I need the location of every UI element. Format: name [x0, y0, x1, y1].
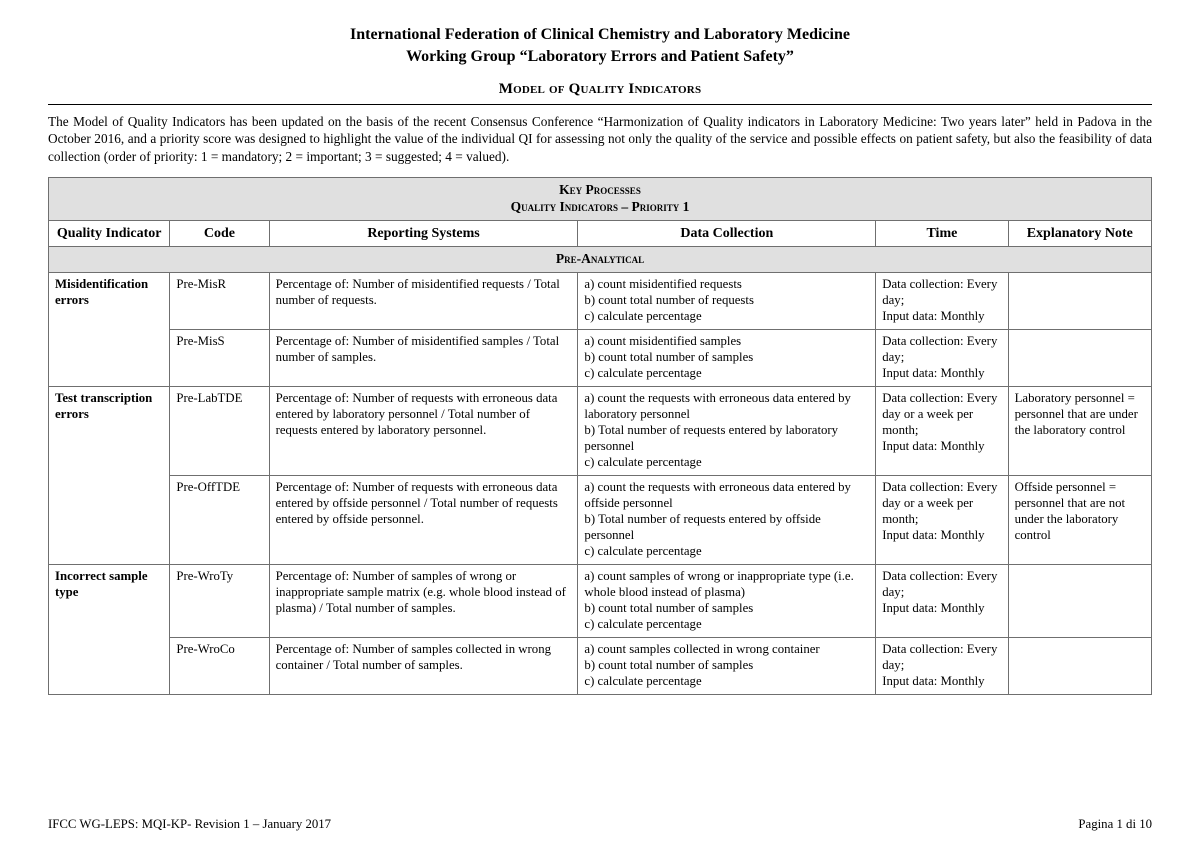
- col-data: Data Collection: [578, 220, 876, 247]
- qi-code: Pre-WroTy: [170, 564, 269, 637]
- qi-time: Data collection: Every day;Input data: M…: [876, 564, 1008, 637]
- qi-time: Data collection: Every day;Input data: M…: [876, 330, 1008, 387]
- col-reporting: Reporting Systems: [269, 220, 578, 247]
- qi-reporting: Percentage of: Number of samples collect…: [269, 637, 578, 694]
- qi-code: Pre-MisS: [170, 330, 269, 387]
- intro-paragraph: The Model of Quality Indicators has been…: [48, 113, 1152, 165]
- qi-note: [1008, 330, 1151, 387]
- column-header-row: Quality IndicatorCodeReporting SystemsDa…: [49, 220, 1152, 247]
- qi-code: Pre-OffTDE: [170, 475, 269, 564]
- qi-label: Incorrect sample type: [49, 564, 170, 694]
- qi-reporting: Percentage of: Number of misidentified r…: [269, 273, 578, 330]
- page-footer: IFCC WG-LEPS: MQI-KP- Revision 1 – Janua…: [48, 809, 1152, 832]
- band-key-processes: Key ProcessesQuality Indicators – Priori…: [49, 178, 1152, 221]
- qi-reporting: Percentage of: Number of requests with e…: [269, 387, 578, 476]
- qi-time: Data collection: Every day;Input data: M…: [876, 273, 1008, 330]
- qi-note: [1008, 637, 1151, 694]
- qi-note: Offside personnel = personnel that are n…: [1008, 475, 1151, 564]
- table-row: Pre-MisSPercentage of: Number of misiden…: [49, 330, 1152, 387]
- col-qi: Quality Indicator: [49, 220, 170, 247]
- quality-indicators-table: Key ProcessesQuality Indicators – Priori…: [48, 177, 1152, 695]
- qi-data-collection: a) count samples collected in wrong cont…: [578, 637, 876, 694]
- table-row: Pre-OffTDEPercentage of: Number of reque…: [49, 475, 1152, 564]
- title-line-1: International Federation of Clinical Che…: [48, 24, 1152, 46]
- document-header: International Federation of Clinical Che…: [48, 24, 1152, 102]
- qi-data-collection: a) count the requests with erroneous dat…: [578, 475, 876, 564]
- qi-reporting: Percentage of: Number of misidentified s…: [269, 330, 578, 387]
- qi-note: [1008, 564, 1151, 637]
- qi-data-collection: a) count samples of wrong or inappropria…: [578, 564, 876, 637]
- qi-time: Data collection: Every day or a week per…: [876, 387, 1008, 476]
- qi-code: Pre-LabTDE: [170, 387, 269, 476]
- section-title: Model of Quality Indicators: [48, 81, 1152, 98]
- table-row: Pre-WroCoPercentage of: Number of sample…: [49, 637, 1152, 694]
- col-time: Time: [876, 220, 1008, 247]
- table-row: Misidentification errorsPre-MisRPercenta…: [49, 273, 1152, 330]
- qi-data-collection: a) count misidentified requestsb) count …: [578, 273, 876, 330]
- footer-left: IFCC WG-LEPS: MQI-KP- Revision 1 – Janua…: [48, 817, 331, 832]
- qi-label: Test transcription errors: [49, 387, 170, 565]
- qi-reporting: Percentage of: Number of requests with e…: [269, 475, 578, 564]
- col-note: Explanatory Note: [1008, 220, 1151, 247]
- qi-reporting: Percentage of: Number of samples of wron…: [269, 564, 578, 637]
- qi-data-collection: a) count misidentified samplesb) count t…: [578, 330, 876, 387]
- qi-time: Data collection: Every day;Input data: M…: [876, 637, 1008, 694]
- qi-time: Data collection: Every day or a week per…: [876, 475, 1008, 564]
- table-row: Test transcription errorsPre-LabTDEPerce…: [49, 387, 1152, 476]
- title-line-2: Working Group “Laboratory Errors and Pat…: [48, 46, 1152, 68]
- col-code: Code: [170, 220, 269, 247]
- header-rule: [48, 104, 1152, 105]
- qi-note: Laboratory personnel = personnel that ar…: [1008, 387, 1151, 476]
- band-pre-analytical: Pre-Analytical: [49, 247, 1152, 273]
- qi-data-collection: a) count the requests with erroneous dat…: [578, 387, 876, 476]
- qi-note: [1008, 273, 1151, 330]
- qi-label: Misidentification errors: [49, 273, 170, 387]
- qi-code: Pre-MisR: [170, 273, 269, 330]
- qi-code: Pre-WroCo: [170, 637, 269, 694]
- table-row: Incorrect sample typePre-WroTyPercentage…: [49, 564, 1152, 637]
- footer-right: Pagina 1 di 10: [1078, 817, 1152, 832]
